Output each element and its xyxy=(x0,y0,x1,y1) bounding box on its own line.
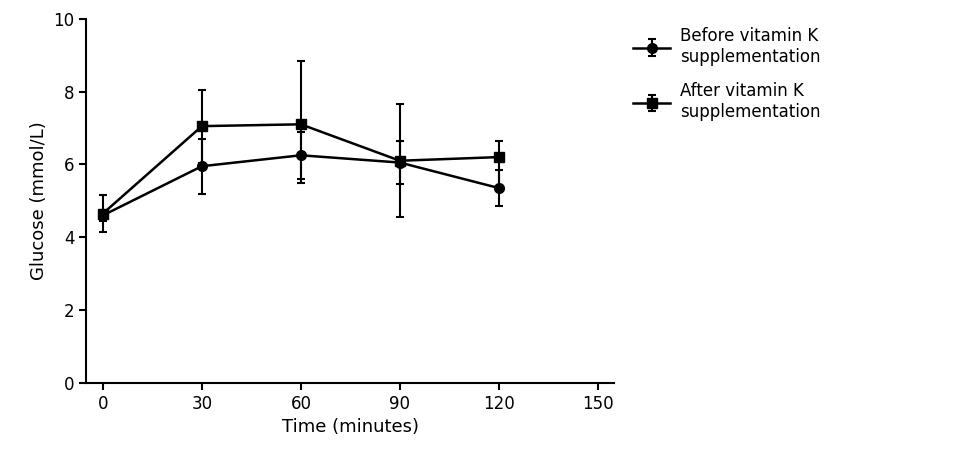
Y-axis label: Glucose (mmol/L): Glucose (mmol/L) xyxy=(30,121,48,280)
Legend: Before vitamin K
supplementation, After vitamin K
supplementation: Before vitamin K supplementation, After … xyxy=(634,27,821,121)
X-axis label: Time (minutes): Time (minutes) xyxy=(282,418,419,436)
